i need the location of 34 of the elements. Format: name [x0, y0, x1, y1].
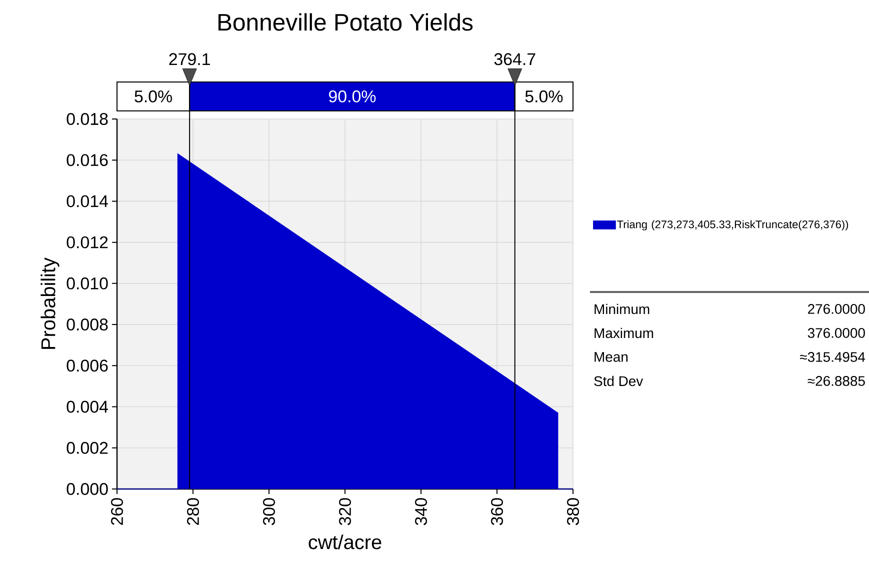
text: 276.0000	[808, 304, 865, 314]
y-tick-label: 0.008	[66, 318, 108, 331]
text: Mean	[594, 352, 628, 362]
y-axis-title: Probability	[40, 258, 60, 349]
y-tick-label: 0.010	[66, 277, 108, 290]
y-tick-label: 0.012	[66, 236, 108, 248]
legend-label: Triang (273,273,405.33,RiskTruncate(276,376))	[617, 220, 848, 230]
y-tick-label: 0.000	[66, 482, 108, 495]
ref-line-label: 279.1	[169, 53, 210, 66]
text: Minimum	[594, 304, 650, 314]
x-tick-label: 280	[187, 498, 200, 525]
y-tick-label: 0.004	[66, 400, 108, 413]
x-tick-label: 340	[415, 498, 428, 526]
x-tick-label: 380	[567, 498, 580, 526]
chart-title: Bonneville Potato Yields	[218, 13, 473, 31]
x-tick-label: 360	[491, 498, 504, 526]
y-tick-label: 0.002	[66, 442, 108, 454]
text: ≈315.4954	[800, 352, 866, 362]
y-tick-label: 0.016	[66, 154, 108, 166]
text: Std Dev	[594, 376, 644, 386]
y-tick-label: 0.014	[66, 195, 108, 208]
y-tick-label: 0.018	[66, 112, 108, 125]
text: 5.0%	[134, 90, 172, 102]
x-axis-title: cwt/acre	[308, 534, 382, 550]
text: 376.0000	[808, 328, 865, 338]
x-tick-label: 320	[339, 498, 352, 526]
text: Maximum	[594, 328, 654, 338]
x-tick-label: 300	[263, 498, 276, 526]
text: ≈26.8885	[808, 376, 865, 386]
text: 5.0%	[525, 90, 563, 102]
ref-line-label: 364.7	[494, 53, 536, 66]
y-tick-label: 0.006	[66, 360, 108, 372]
x-tick-label: 260	[111, 498, 124, 525]
text: 90.0%	[329, 90, 376, 102]
